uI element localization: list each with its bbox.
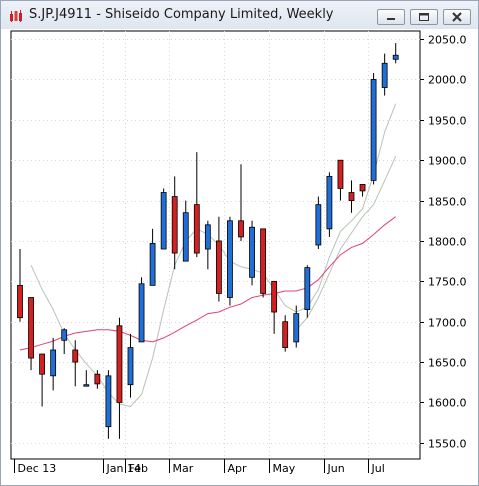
candle-up [83,384,90,387]
maximize-button[interactable] [410,9,438,25]
close-button[interactable] [443,9,471,25]
candle-up [392,54,399,60]
maximize-icon [419,13,429,21]
candlestick-chart[interactable]: 1550.0 1600.0 1650.0 1700.0 1750.0 1800.0 1850… [10,30,470,476]
x-tick-label: Apr [228,462,248,475]
window-title: S.JP.J4911 - Shiseido Company Limited, W… [29,7,334,22]
y-tick-label: 2000.0 [428,74,467,87]
x-tick-label: Jun [327,462,345,475]
y-tick-label: 1950.0 [428,115,467,128]
minimize-button[interactable] [377,9,405,25]
candle-down [282,321,289,348]
candle-up [105,375,112,428]
candle-up [182,212,189,262]
close-icon [452,12,462,22]
candle-down [28,297,34,359]
y-tick-label: 2050.0 [428,34,467,47]
title-bar[interactable]: S.JP.J4911 - Shiseido Company Limited, W… [1,1,478,29]
candle-down [39,353,46,375]
candle-down [271,280,278,313]
x-tick-label: Mar [173,462,194,475]
candle-up [381,62,388,88]
candle-up [304,267,311,311]
y-tick-label: 1800.0 [428,236,467,249]
x-tick-label: Feb [129,462,148,475]
candle-up [249,226,255,278]
plot-frame [10,30,421,460]
candle-down [116,325,123,403]
candle-up [50,349,57,377]
y-tick-label: 1900.0 [428,155,467,168]
x-tick-label: May [273,462,296,475]
chart-area[interactable]: 1550.0 1600.0 1650.0 1700.0 1750.0 1800.0 1850… [10,30,470,476]
candle-down [72,349,79,363]
candle-up [315,204,322,246]
candle-up [149,242,156,286]
x-tick-label: Jul [371,462,385,475]
candle-up [61,329,68,341]
candle-down [238,220,244,238]
y-tick-label: 1750.0 [428,276,467,289]
stock-chart-icon [10,10,22,22]
candle-up [127,347,134,386]
ma-short-line [30,103,397,408]
y-tick-label: 1600.0 [428,397,467,410]
candle-down [348,192,355,201]
candle-up [160,192,167,250]
candle-up [204,224,211,250]
x-tick-label: Dec 13 [18,462,57,475]
ma-trail-line [295,155,397,331]
candle-down [171,196,178,254]
candle-up [326,175,333,230]
y-tick-label: 1700.0 [428,317,467,330]
y-tick-label: 1650.0 [428,357,467,370]
candle-down [193,204,200,254]
candle-down [260,228,267,294]
candle-up [138,283,145,343]
candle-up [293,313,300,343]
candle-up [227,220,233,298]
y-tick-label: 1850.0 [428,196,467,209]
candle-up [370,79,377,181]
ma-long-line [19,216,396,351]
x-tick-label: Jan 14 [106,462,141,475]
candle-down [94,373,101,385]
y-tick-label: 1550.0 [428,438,467,451]
candle-down [215,240,222,294]
candle-down [359,184,366,192]
candle-down [337,159,344,189]
minimize-icon [387,18,395,20]
candle-down [17,284,23,319]
